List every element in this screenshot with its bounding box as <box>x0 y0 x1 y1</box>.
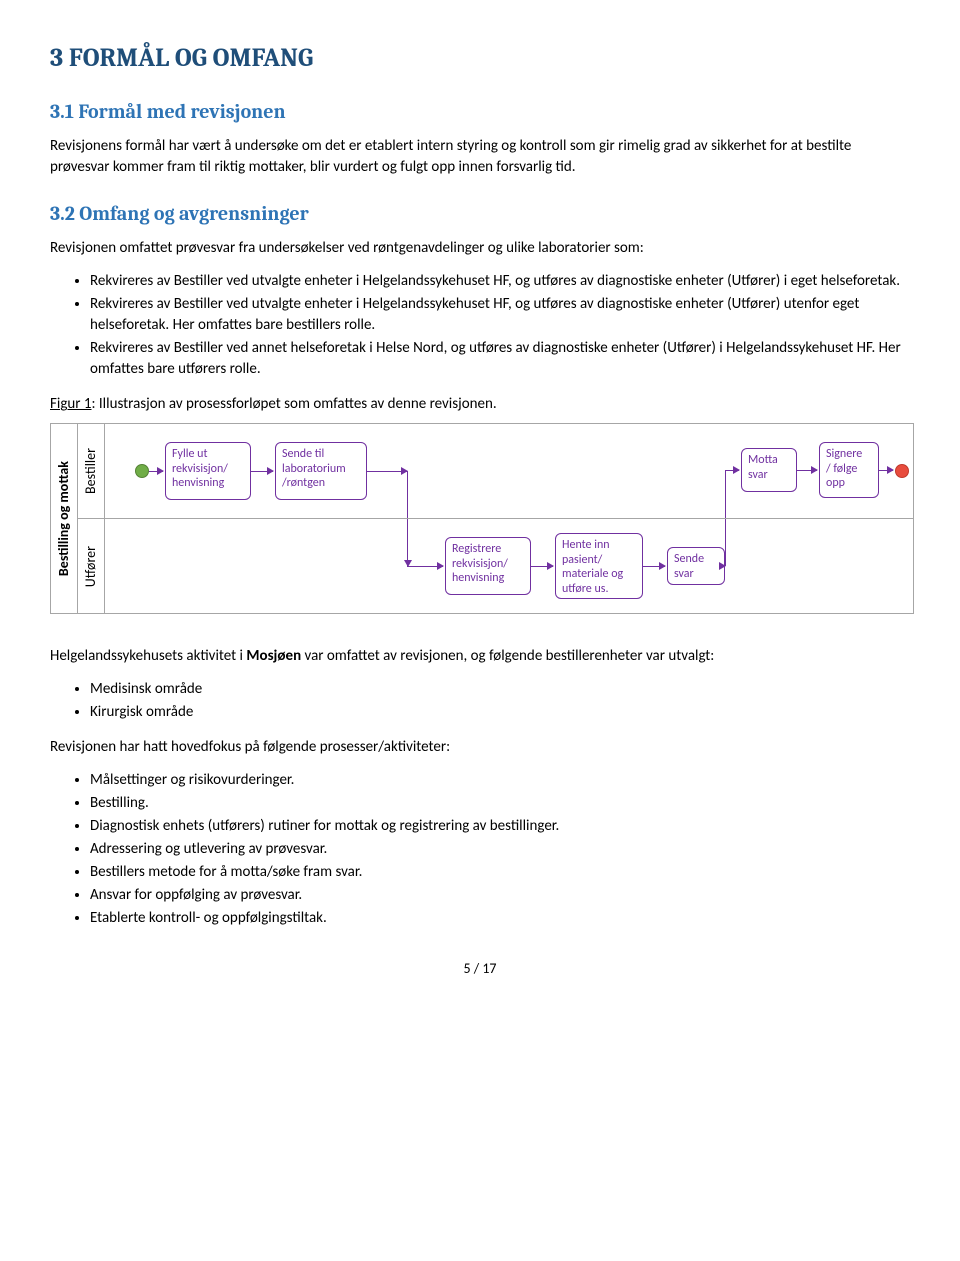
swimlane-diagram: Bestilling og mottak Bestiller Fylle utr… <box>50 423 914 614</box>
arrow-vert <box>407 471 408 518</box>
list-item: Diagnostisk enhets (utførers) rutiner fo… <box>90 816 910 837</box>
figure-caption: Figur 1: Illustrasjon av prosessforløpet… <box>50 394 910 415</box>
lane-title-bestiller: Bestiller <box>78 424 105 518</box>
lane-title-text: Utfører <box>81 546 101 587</box>
arrow <box>407 566 443 567</box>
arrow <box>149 471 163 472</box>
p-3-2-intro: Revisjonen omfattet prøvesvar fra unders… <box>50 238 910 259</box>
lane-utforer: Utfører Registrererekvisisjon/henvisning… <box>78 519 913 613</box>
node-text: Mottasvar <box>748 453 778 481</box>
h1-title: 3 FORMÅL OG OMFANG <box>50 40 910 76</box>
list-item: Ansvar for oppfølging av prøvesvar. <box>90 885 910 906</box>
list-item: Rekvireres av Bestiller ved annet helsef… <box>90 338 910 380</box>
arrow <box>531 566 553 567</box>
pool-title: Bestilling og mottak <box>51 424 78 613</box>
end-node <box>895 464 909 478</box>
list-item: Bestilling. <box>90 793 910 814</box>
list-units: Medisinsk område Kirurgisk område <box>50 679 910 723</box>
figure-label: Figur 1 <box>50 395 92 413</box>
figure-caption-text: : Illustrasjon av prosessforløpet som om… <box>92 395 497 413</box>
p-after-fig-2: Revisjonen har hatt hovedfokus på følgen… <box>50 737 910 758</box>
list-3-2: Rekvireres av Bestiller ved utvalgte enh… <box>50 271 910 380</box>
arrow-vert <box>725 519 726 566</box>
h2-3-2: 3.2 Omfang og avgrensninger <box>50 200 910 228</box>
arrow <box>797 470 817 471</box>
page-number: 5 / 17 <box>50 959 910 979</box>
arrow <box>725 470 739 471</box>
list-item: Rekvireres av Bestiller ved utvalgte enh… <box>90 294 910 336</box>
node-b4: Signere/ følgeopp <box>819 442 879 498</box>
node-u1: Registrererekvisisjon/henvisning <box>445 537 531 595</box>
start-node <box>135 464 149 478</box>
node-text: Signere/ følgeopp <box>826 447 862 490</box>
p-after-fig-1: Helgelandssykehusets aktivitet i Mosjøen… <box>50 646 910 667</box>
lane-bestiller-content: Fylle utrekvisisjon/henvisning Sende til… <box>105 424 913 518</box>
list-item: Kirurgisk område <box>90 702 910 723</box>
lane-bestiller: Bestiller Fylle utrekvisisjon/henvisning… <box>78 424 913 519</box>
node-text: Hente innpasient/materiale ogutføre us. <box>562 538 623 595</box>
list-item: Rekvireres av Bestiller ved utvalgte enh… <box>90 271 910 292</box>
arrow-vert <box>725 470 726 518</box>
list-item: Medisinsk område <box>90 679 910 700</box>
lane-title-text: Bestiller <box>81 448 101 494</box>
text: var omfattet av revisjonen, og følgende … <box>301 647 714 665</box>
list-item: Målsettinger og risikovurderinger. <box>90 770 910 791</box>
list-processes: Målsettinger og risikovurderinger. Besti… <box>50 770 910 929</box>
lane-utforer-content: Registrererekvisisjon/henvisning Hente i… <box>105 519 913 613</box>
node-b3: Mottasvar <box>741 448 797 492</box>
node-u2: Hente innpasient/materiale ogutføre us. <box>555 533 643 599</box>
node-text: Fylle utrekvisisjon/henvisning <box>172 447 228 490</box>
pool-title-text: Bestilling og mottak <box>54 461 74 576</box>
arrow <box>367 471 407 472</box>
lanes-container: Bestiller Fylle utrekvisisjon/henvisning… <box>78 424 913 613</box>
node-text: Sende tillaboratorium/røntgen <box>282 447 346 490</box>
list-item: Adressering og utlevering av prøvesvar. <box>90 839 910 860</box>
arrow-vert <box>407 519 408 566</box>
arrow <box>251 471 273 472</box>
list-item: Etablerte kontroll- og oppfølgingstiltak… <box>90 908 910 929</box>
node-text: Registrererekvisisjon/henvisning <box>452 542 508 585</box>
text: Helgelandssykehusets aktivitet i <box>50 647 246 665</box>
node-text: Sendesvar <box>674 552 704 580</box>
h2-3-1: 3.1 Formål med revisjonen <box>50 98 910 126</box>
arrow <box>643 566 665 567</box>
arrow <box>879 470 893 471</box>
lane-title-utforer: Utfører <box>78 519 105 613</box>
node-b1: Fylle utrekvisisjon/henvisning <box>165 442 251 500</box>
bold-location: Mosjøen <box>246 647 301 665</box>
list-item: Bestillers metode for å motta/søke fram … <box>90 862 910 883</box>
p-3-1: Revisjonens formål har vært å undersøke … <box>50 136 910 178</box>
node-u3: Sendesvar <box>667 547 725 585</box>
node-b2: Sende tillaboratorium/røntgen <box>275 442 367 500</box>
